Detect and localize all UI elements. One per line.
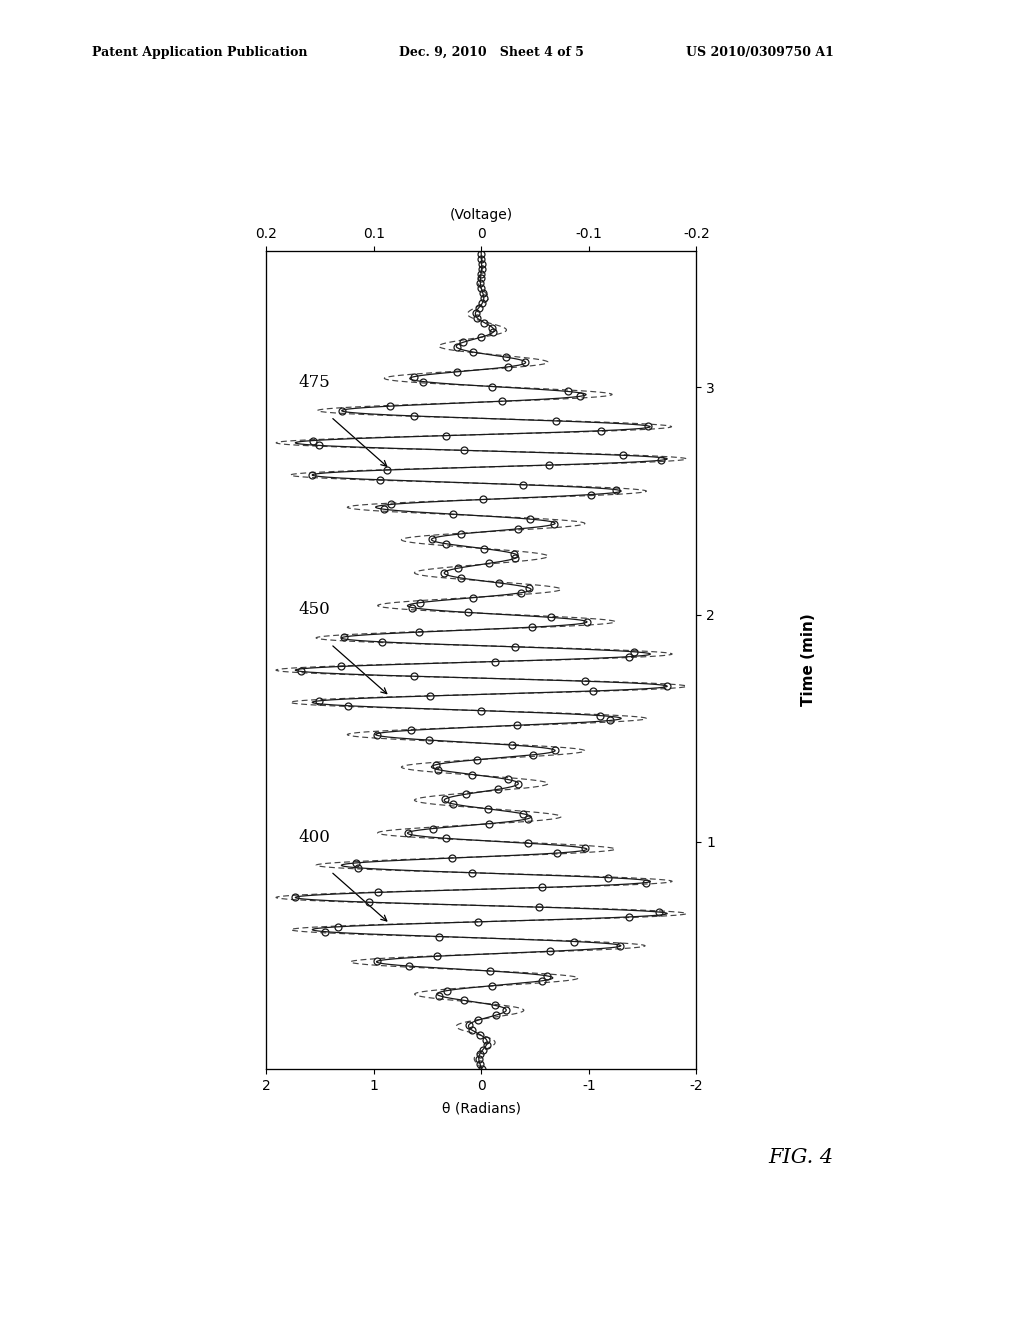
X-axis label: (Voltage): (Voltage) — [450, 207, 513, 222]
Text: 400: 400 — [299, 829, 331, 846]
Text: 475: 475 — [299, 374, 331, 391]
Text: 450: 450 — [299, 602, 331, 619]
Text: FIG. 4: FIG. 4 — [768, 1148, 834, 1167]
Text: US 2010/0309750 A1: US 2010/0309750 A1 — [686, 46, 834, 59]
Text: Time (min): Time (min) — [802, 614, 816, 706]
Text: Dec. 9, 2010   Sheet 4 of 5: Dec. 9, 2010 Sheet 4 of 5 — [399, 46, 585, 59]
Text: Patent Application Publication: Patent Application Publication — [92, 46, 307, 59]
X-axis label: θ (Radians): θ (Radians) — [441, 1101, 521, 1115]
